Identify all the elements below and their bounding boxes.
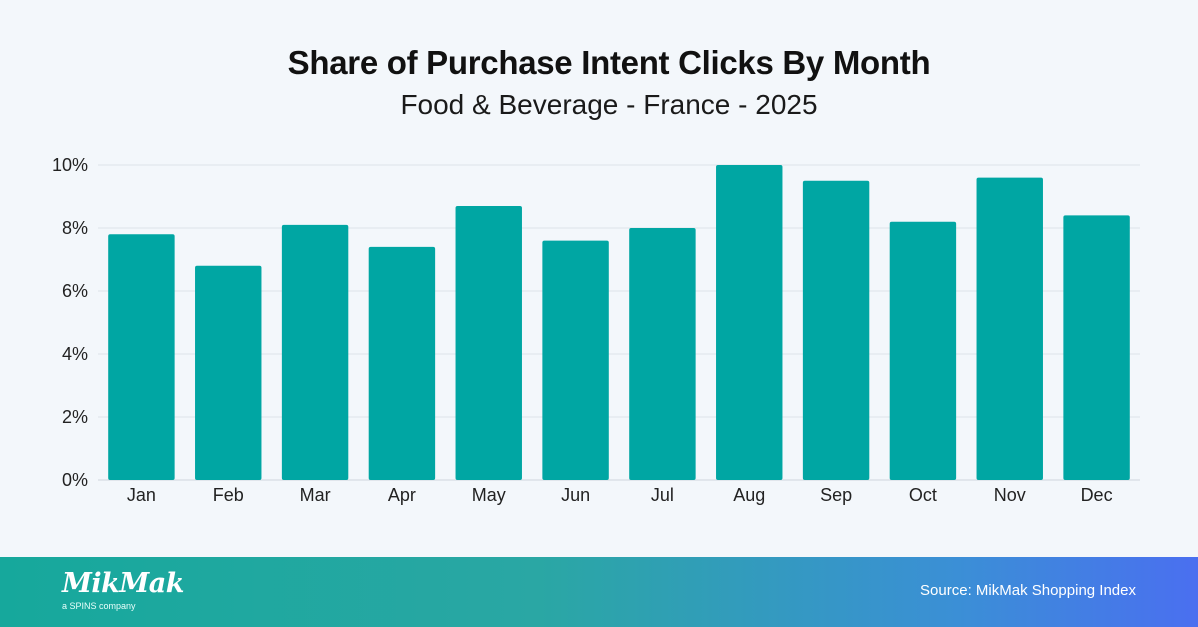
bar — [542, 240, 609, 480]
x-tick-label: Feb — [213, 485, 244, 505]
y-tick-label: 8% — [62, 218, 88, 238]
x-tick-label: Dec — [1081, 485, 1113, 505]
bar — [368, 246, 436, 480]
x-tick-label: Nov — [994, 485, 1026, 505]
bar — [716, 165, 783, 480]
x-tick-label: Jul — [651, 485, 674, 505]
footer-banner: MikMak a SPINS company Source: MikMak Sh… — [0, 557, 1198, 627]
mikmak-logo: MikMak — [62, 568, 184, 599]
x-tick-label: Sep — [820, 485, 852, 505]
source-note: Source: MikMak Shopping Index — [920, 582, 1136, 599]
y-tick-label: 10% — [52, 155, 88, 175]
x-tick-label: Apr — [388, 485, 416, 505]
bar — [889, 221, 957, 480]
y-tick-label: 4% — [62, 344, 88, 364]
bar — [195, 265, 262, 480]
bar — [976, 177, 1043, 480]
y-tick-label: 0% — [62, 470, 88, 490]
x-tick-label: Jan — [127, 485, 156, 505]
logo-subtext: a SPINS company — [62, 601, 136, 611]
chart-subtitle: Food & Beverage - France - 2025 — [400, 89, 818, 120]
bar — [802, 180, 870, 480]
x-tick-label: Jun — [561, 485, 590, 505]
bar — [455, 205, 522, 480]
bar — [629, 228, 696, 480]
bar — [281, 224, 349, 480]
y-tick-label: 6% — [62, 281, 88, 301]
x-tick-label: Oct — [909, 485, 937, 505]
x-tick-label: Mar — [300, 485, 331, 505]
chart-title: Share of Purchase Intent Clicks By Month — [287, 44, 931, 81]
y-tick-label: 2% — [62, 407, 88, 427]
bar — [1063, 215, 1130, 480]
x-tick-label: Aug — [733, 485, 765, 505]
x-tick-label: May — [472, 485, 506, 505]
bar-chart: 0% 2% 4% 6% 8% 10% Jan Feb Mar Apr May Jun Jul Aug Sep… — [52, 155, 1140, 505]
bar — [108, 234, 175, 480]
